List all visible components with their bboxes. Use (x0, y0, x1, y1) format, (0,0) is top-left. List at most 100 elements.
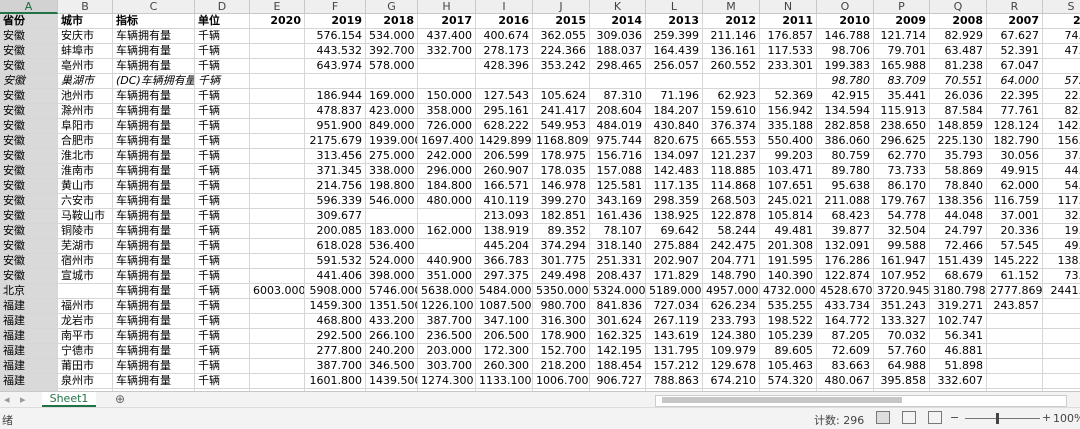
cell[interactable]: 57.60 (1043, 74, 1080, 89)
cell[interactable]: 千辆 (195, 149, 250, 164)
cell[interactable]: 千辆 (195, 74, 250, 89)
cell[interactable]: 347.100 (476, 314, 533, 329)
cell[interactable]: 118.885 (703, 164, 760, 179)
cell[interactable] (476, 389, 533, 391)
cell[interactable]: 200.085 (305, 224, 366, 239)
cell[interactable] (250, 59, 305, 74)
scroll-left[interactable]: ◂ (4, 393, 10, 406)
cell[interactable]: 242.000 (418, 149, 476, 164)
cell[interactable]: 179.767 (874, 194, 930, 209)
cell[interactable]: 188.037 (590, 44, 646, 59)
cell[interactable]: 107.651 (760, 179, 817, 194)
cell[interactable]: 303.700 (418, 359, 476, 374)
cell[interactable]: 47.02 (1043, 44, 1080, 59)
cell[interactable]: 1429.899 (476, 134, 533, 149)
cell[interactable]: 福建 (0, 314, 58, 329)
cell[interactable]: 198.522 (760, 314, 817, 329)
cell[interactable]: 安庆市 (58, 29, 113, 44)
cell[interactable]: 1459.300 (305, 299, 366, 314)
cell[interactable]: 73.733 (874, 164, 930, 179)
cell[interactable] (250, 104, 305, 119)
cell[interactable]: 车辆拥有量 (113, 89, 195, 104)
view-layout[interactable] (902, 411, 916, 424)
cell[interactable]: 178.035 (533, 164, 590, 179)
cell[interactable] (817, 389, 874, 391)
column-header[interactable]: F (305, 0, 366, 14)
cell[interactable]: 319.271 (930, 299, 987, 314)
cell[interactable]: 车辆拥有量 (113, 284, 195, 299)
cell[interactable]: 332.607 (930, 374, 987, 389)
cell[interactable] (250, 29, 305, 44)
cell[interactable]: 黄山市 (58, 179, 113, 194)
cell[interactable]: 安徽 (0, 44, 58, 59)
cell[interactable]: 千辆 (195, 254, 250, 269)
cell[interactable]: 车辆拥有量 (113, 239, 195, 254)
cell[interactable]: 车辆拥有量 (113, 314, 195, 329)
cell[interactable]: 54.10 (1043, 179, 1080, 194)
cell[interactable]: 166.571 (476, 179, 533, 194)
cell[interactable] (250, 224, 305, 239)
cell[interactable]: 福建 (0, 359, 58, 374)
cell[interactable] (250, 269, 305, 284)
cell[interactable]: 242.475 (703, 239, 760, 254)
cell[interactable]: 156.942 (760, 104, 817, 119)
cell[interactable]: 224.366 (533, 44, 590, 59)
cell[interactable]: 千辆 (195, 179, 250, 194)
cell[interactable]: 安徽 (0, 164, 58, 179)
cell[interactable]: 351.000 (418, 269, 476, 284)
cell[interactable]: 398.000 (366, 269, 418, 284)
cell[interactable]: 安徽 (0, 179, 58, 194)
cell[interactable] (58, 389, 113, 391)
cell[interactable] (250, 254, 305, 269)
cell[interactable]: 433.734 (817, 299, 874, 314)
cell[interactable]: 99.588 (874, 239, 930, 254)
cell[interactable]: 78.107 (590, 224, 646, 239)
cell[interactable]: 35.441 (874, 89, 930, 104)
header-cell[interactable]: 2007 (987, 14, 1043, 29)
cell[interactable]: 安徽 (0, 74, 58, 89)
cell[interactable]: 313.456 (305, 149, 366, 164)
cell[interactable]: 351.243 (874, 299, 930, 314)
cell[interactable]: 260.300 (476, 359, 533, 374)
cell[interactable]: 1439.500 (366, 374, 418, 389)
cell[interactable]: 142.195 (590, 344, 646, 359)
cell[interactable]: 346.500 (366, 359, 418, 374)
cell[interactable] (987, 329, 1043, 344)
cell[interactable] (533, 74, 590, 89)
cell[interactable]: 42.915 (817, 89, 874, 104)
header-cell[interactable]: 2020 (250, 14, 305, 29)
cell[interactable]: 44.20 (1043, 164, 1080, 179)
cell[interactable]: 218.200 (533, 359, 590, 374)
cell[interactable]: 260.552 (703, 59, 760, 74)
cell[interactable]: 387.700 (305, 359, 366, 374)
cell[interactable]: 159.610 (703, 104, 760, 119)
view-normal[interactable] (876, 411, 890, 424)
cell[interactable]: 芜湖市 (58, 239, 113, 254)
cell[interactable]: 车辆拥有量 (113, 224, 195, 239)
cell[interactable]: 117.81 (1043, 194, 1080, 209)
cell[interactable]: 172.300 (476, 344, 533, 359)
cell[interactable]: 福建 (0, 344, 58, 359)
cell[interactable]: (DC)车辆拥有量 (113, 74, 195, 89)
cell[interactable]: 268.503 (703, 194, 760, 209)
cell[interactable]: 102.747 (930, 314, 987, 329)
cell[interactable]: 4732.000 (760, 284, 817, 299)
cell[interactable]: 安徽 (0, 194, 58, 209)
cell[interactable]: 841.836 (590, 299, 646, 314)
cell[interactable]: 64.988 (874, 359, 930, 374)
cell[interactable]: 134.594 (817, 104, 874, 119)
cell[interactable]: 203.000 (418, 344, 476, 359)
cell[interactable]: 256.057 (646, 59, 703, 74)
cell[interactable]: 千辆 (195, 89, 250, 104)
cell[interactable] (418, 74, 476, 89)
cell[interactable]: 443.532 (305, 44, 366, 59)
zoom-out[interactable]: − (950, 411, 960, 424)
cell[interactable]: 211.088 (817, 194, 874, 209)
cell[interactable]: 480.000 (418, 194, 476, 209)
cell[interactable]: 67.627 (987, 29, 1043, 44)
cell[interactable]: 千辆 (195, 164, 250, 179)
cell[interactable]: 95.638 (817, 179, 874, 194)
cell[interactable]: 37.62 (1043, 149, 1080, 164)
cell[interactable]: 225.130 (930, 134, 987, 149)
cell[interactable]: 81.238 (930, 59, 987, 74)
